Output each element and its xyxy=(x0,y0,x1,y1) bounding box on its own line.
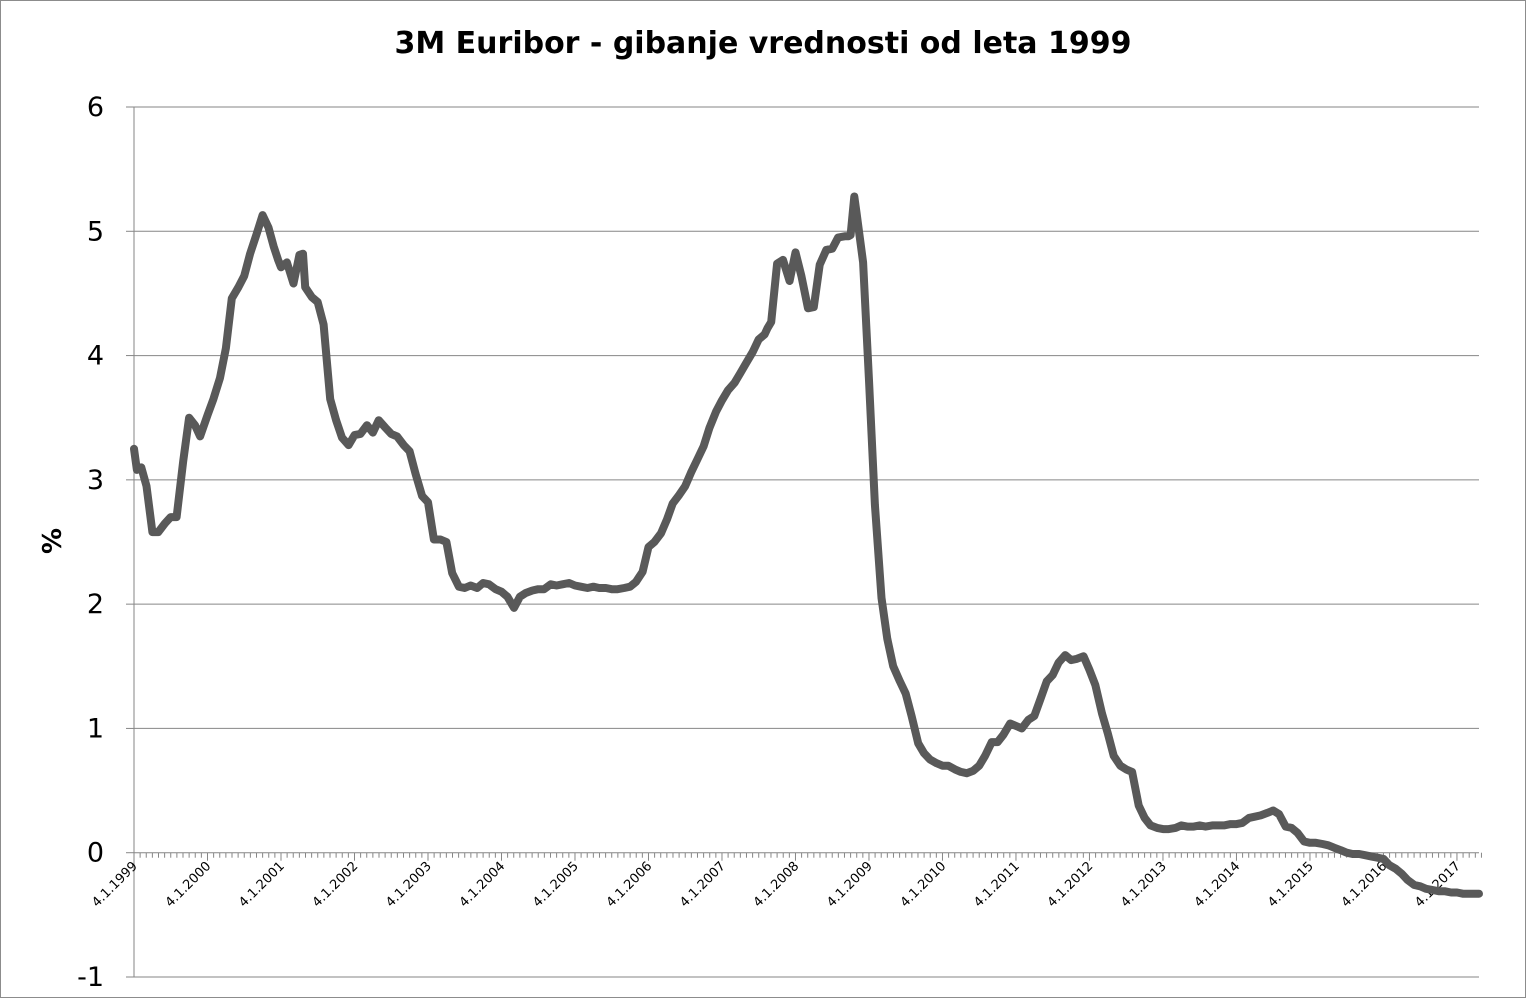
x-tick-label: 4.1.2010 xyxy=(898,859,950,911)
y-tick-label: 6 xyxy=(87,92,104,123)
x-tick-label: 4.1.2012 xyxy=(1045,859,1097,911)
x-tick-label: 4.1.2013 xyxy=(1118,859,1170,911)
gridlines xyxy=(134,106,1479,978)
x-tick-label: 4.1.2008 xyxy=(751,859,803,911)
x-tick-label: 4.1.2001 xyxy=(236,859,288,911)
x-tick-label: 4.1.2006 xyxy=(604,859,656,911)
y-tick-label: -1 xyxy=(77,962,104,993)
y-tick-label: 5 xyxy=(87,216,104,247)
series-layer xyxy=(130,192,1483,898)
y-tick-label: 0 xyxy=(87,838,104,869)
x-tick-label: 4.1.2007 xyxy=(677,859,729,911)
y-tick-label: 2 xyxy=(87,589,104,620)
x-tick-label: 4.1.2015 xyxy=(1265,859,1317,911)
chart-title: 3M Euribor - gibanje vrednosti od leta 1… xyxy=(395,26,1132,61)
x-tick-label: 4.1.2005 xyxy=(530,859,582,911)
y-tick-label: 1 xyxy=(87,713,104,744)
x-tick-label: 4.1.2016 xyxy=(1339,859,1391,911)
x-tick-label: 4.1.2014 xyxy=(1192,859,1244,911)
x-tick-labels: 4.1.1999 4.1.2000 4.1.2001 4.1.2002 4.1.2003… xyxy=(89,859,1463,911)
x-tick-label: 4.1.2003 xyxy=(383,859,435,911)
y-tick-labels: -1 0 1 2 3 4 5 6 xyxy=(77,92,104,993)
axes xyxy=(126,106,1482,978)
x-tick-label: 4.1.2002 xyxy=(310,859,362,911)
x-tick-label: 4.1.2000 xyxy=(163,859,215,911)
x-tick-label: 4.1.2009 xyxy=(824,859,876,911)
y-tick-label: 3 xyxy=(87,465,104,496)
y-tick-label: 4 xyxy=(87,341,104,372)
x-tick-label: 4.1.2004 xyxy=(457,859,509,911)
series-line xyxy=(130,192,1483,898)
y-axis-label: % xyxy=(38,528,68,554)
x-tick-label: 4.1.2011 xyxy=(971,859,1023,911)
